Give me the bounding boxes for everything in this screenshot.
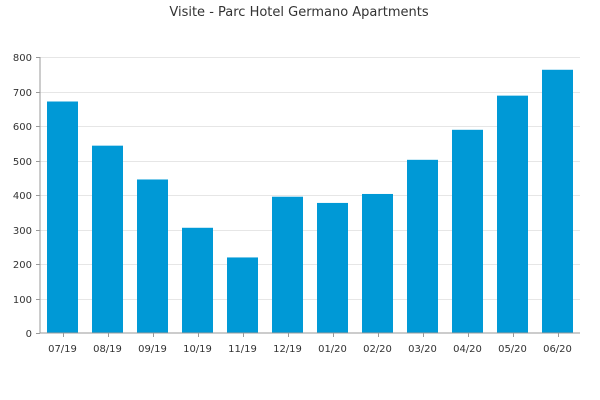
bar-12-19 (272, 196, 303, 333)
y-tick-label: 500 (13, 157, 32, 168)
bar-03-20 (407, 159, 438, 333)
bar-06-20 (542, 69, 573, 333)
y-tick-label: 800 (13, 53, 32, 64)
x-tick-label: 04/20 (453, 344, 482, 355)
x-tick-label: 03/20 (408, 344, 437, 355)
chart-title: Visite - Parc Hotel Germano Apartments (169, 5, 428, 20)
x-tick-label: 02/20 (363, 344, 392, 355)
x-tick-label: 05/20 (498, 344, 527, 355)
y-tick-label: 600 (13, 122, 32, 133)
x-tick-label: 08/19 (93, 344, 122, 355)
y-tick-label: 400 (13, 191, 32, 202)
x-tick-label: 06/20 (543, 344, 572, 355)
x-tick-label: 01/20 (318, 344, 347, 355)
bar-05-20 (497, 95, 528, 333)
bar-08-19 (92, 145, 123, 333)
bar-07-19 (47, 101, 78, 333)
bar-11-19 (227, 257, 258, 333)
bar-01-20 (317, 202, 348, 333)
bar-10-19 (182, 227, 213, 333)
y-tick-label: 100 (13, 295, 32, 306)
bar-02-20 (362, 193, 393, 333)
y-tick-label: 700 (13, 88, 32, 99)
grid-lines (40, 57, 580, 300)
bar-04-20 (452, 129, 483, 333)
x-axis-ticks: 07/19 08/19 09/19 10/19 11/19 12/19 01/20 02/20… (48, 333, 572, 355)
x-tick-label: 11/19 (228, 344, 257, 355)
bars (47, 69, 573, 333)
y-tick-label: 0 (26, 329, 32, 340)
bar-09-19 (137, 179, 168, 333)
x-tick-label: 07/19 (48, 344, 77, 355)
y-tick-label: 300 (13, 226, 32, 237)
x-tick-label: 09/19 (138, 344, 167, 355)
y-tick-label: 200 (13, 260, 32, 271)
x-tick-label: 12/19 (273, 344, 302, 355)
y-axis-ticks: 0 100 200 300 400 500 600 700 800 (13, 53, 40, 340)
x-tick-label: 10/19 (183, 344, 212, 355)
